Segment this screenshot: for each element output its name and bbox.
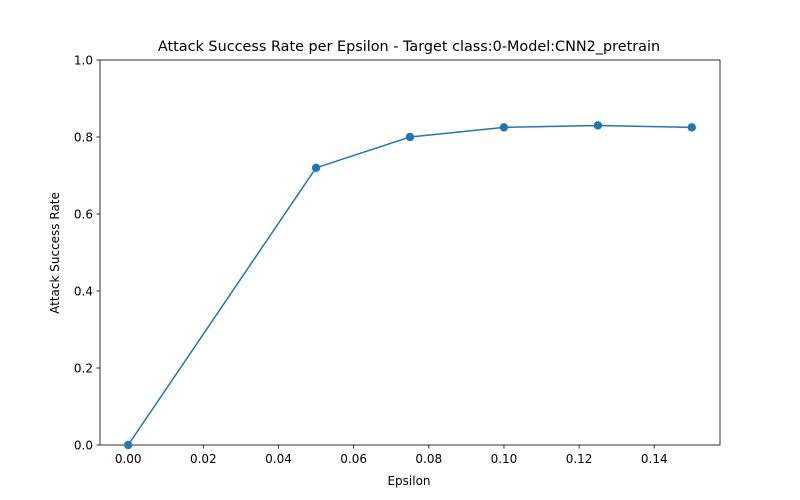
plot-area: 0.00 0.02 0.04 0.06 0.08 0.10 0.12 0.14 0.0 0.2 0.… [74,54,721,466]
data-point [311,163,321,172]
y-tick-label: 0.4 [74,285,93,299]
data-point [405,132,415,142]
y-tick-label: 0.8 [74,131,93,145]
x-tick-label: 0.02 [190,452,217,466]
chart-title: Attack Success Rate per Epsilon - Target… [158,39,660,55]
x-tick-label: 0.08 [415,452,442,466]
y-tick-label: 0.2 [74,362,93,376]
x-tick-label: 0.10 [491,452,518,466]
x-axis-label: Epsilon [387,474,430,488]
data-point [687,123,697,132]
data-point [123,440,133,450]
x-tick-label: 0.14 [641,452,668,466]
y-tick-label: 0.0 [74,439,93,453]
axes-frame [99,59,721,446]
data-point [499,123,509,132]
x-tick-label: 0.00 [115,452,142,466]
y-axis-label: Attack Success Rate [48,192,62,314]
x-tick-label: 0.04 [265,452,292,466]
y-tick-label: 1.0 [74,54,93,68]
y-tick-label: 0.6 [74,208,93,222]
data-point [593,121,603,130]
series-line [127,124,692,446]
x-tick-label: 0.12 [566,452,593,466]
x-tick-label: 0.06 [340,452,367,466]
